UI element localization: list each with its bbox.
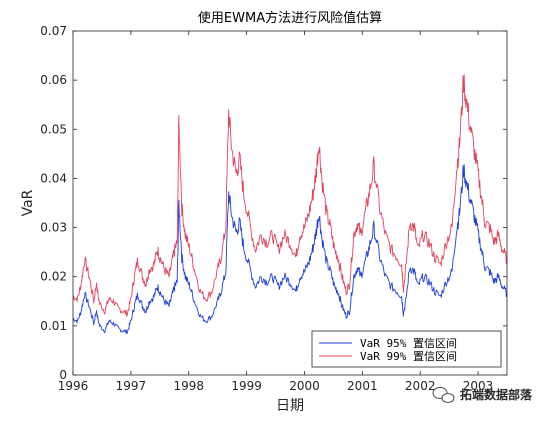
- x-tick-label: 2001: [347, 379, 378, 393]
- legend-box: [311, 330, 502, 368]
- y-tick-label: 0.03: [40, 221, 67, 235]
- legend-label-99: VaR 99% 置信区间: [360, 350, 457, 363]
- y-axis-label: VaR: [20, 189, 36, 216]
- x-tick-label: 2003: [463, 379, 494, 393]
- axes-box: [72, 30, 508, 376]
- y-tick-label: 0.07: [40, 24, 67, 38]
- plot-area: [73, 31, 507, 375]
- y-tick-label: 0.06: [40, 73, 67, 87]
- series-line-95: [73, 164, 508, 335]
- y-tick-label: 0.02: [40, 270, 67, 284]
- x-tick-label: 2000: [289, 379, 320, 393]
- legend-label-95: VaR 95% 置信区间: [360, 337, 457, 350]
- x-axis-label: 日期: [276, 398, 304, 414]
- y-tick-label: 0.01: [40, 319, 67, 333]
- y-tick-label: 0.05: [40, 122, 67, 136]
- ticks-layer: 0 0.01 0.02 0.03 0.04 0.05 0.06 0.07 1996 1997 199…: [40, 24, 507, 393]
- x-tick-label: 1997: [116, 379, 147, 393]
- watermark: 拓端数据部落: [432, 387, 533, 403]
- x-tick-label: 2002: [405, 379, 436, 393]
- watermark-text: 拓端数据部落: [460, 387, 533, 402]
- y-tick-label: 0: [59, 368, 67, 382]
- series-layer: [72, 74, 508, 335]
- x-tick-label: 1999: [231, 379, 262, 393]
- legend: VaR 95% 置信区间 VaR 99% 置信区间: [311, 330, 502, 368]
- x-tick-label: 1996: [58, 379, 89, 393]
- series-line-99: [72, 74, 508, 317]
- y-tick-label: 0.04: [40, 171, 67, 185]
- wechat-icon: [432, 387, 455, 403]
- x-tick-label: 1998: [173, 379, 204, 393]
- chart-title: 使用EWMA方法进行风险值估算: [198, 10, 382, 26]
